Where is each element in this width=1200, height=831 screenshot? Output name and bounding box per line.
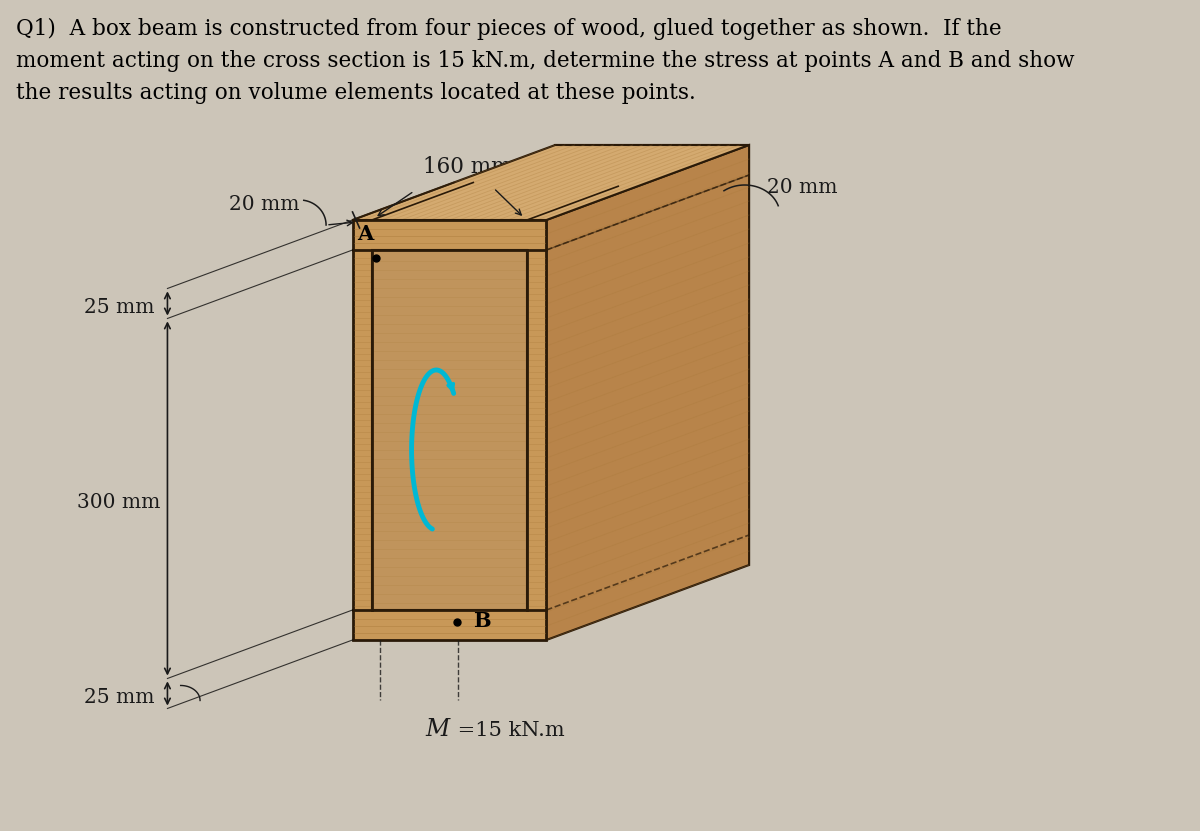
Text: 20 mm: 20 mm [767,178,838,197]
Text: moment acting on the cross section is 15 kN.m, determine the stress at points A : moment acting on the cross section is 15… [16,50,1074,72]
Text: 300 mm: 300 mm [77,493,161,512]
Polygon shape [556,145,749,565]
Text: 20 mm: 20 mm [229,195,300,214]
Text: Q1)  A box beam is constructed from four pieces of wood, glued together as shown: Q1) A box beam is constructed from four … [16,18,1002,40]
Text: 160 mm: 160 mm [422,156,511,178]
Text: the results acting on volume elements located at these points.: the results acting on volume elements lo… [16,82,696,104]
Text: M: M [425,719,450,741]
Text: =15 kN.m: =15 kN.m [451,720,565,740]
Polygon shape [372,250,527,610]
Text: A: A [356,224,373,244]
Text: B: B [473,611,491,631]
Polygon shape [353,220,546,640]
Polygon shape [546,145,749,640]
Text: 25 mm: 25 mm [84,298,155,317]
Text: 25 mm: 25 mm [84,688,155,707]
Polygon shape [353,145,749,220]
